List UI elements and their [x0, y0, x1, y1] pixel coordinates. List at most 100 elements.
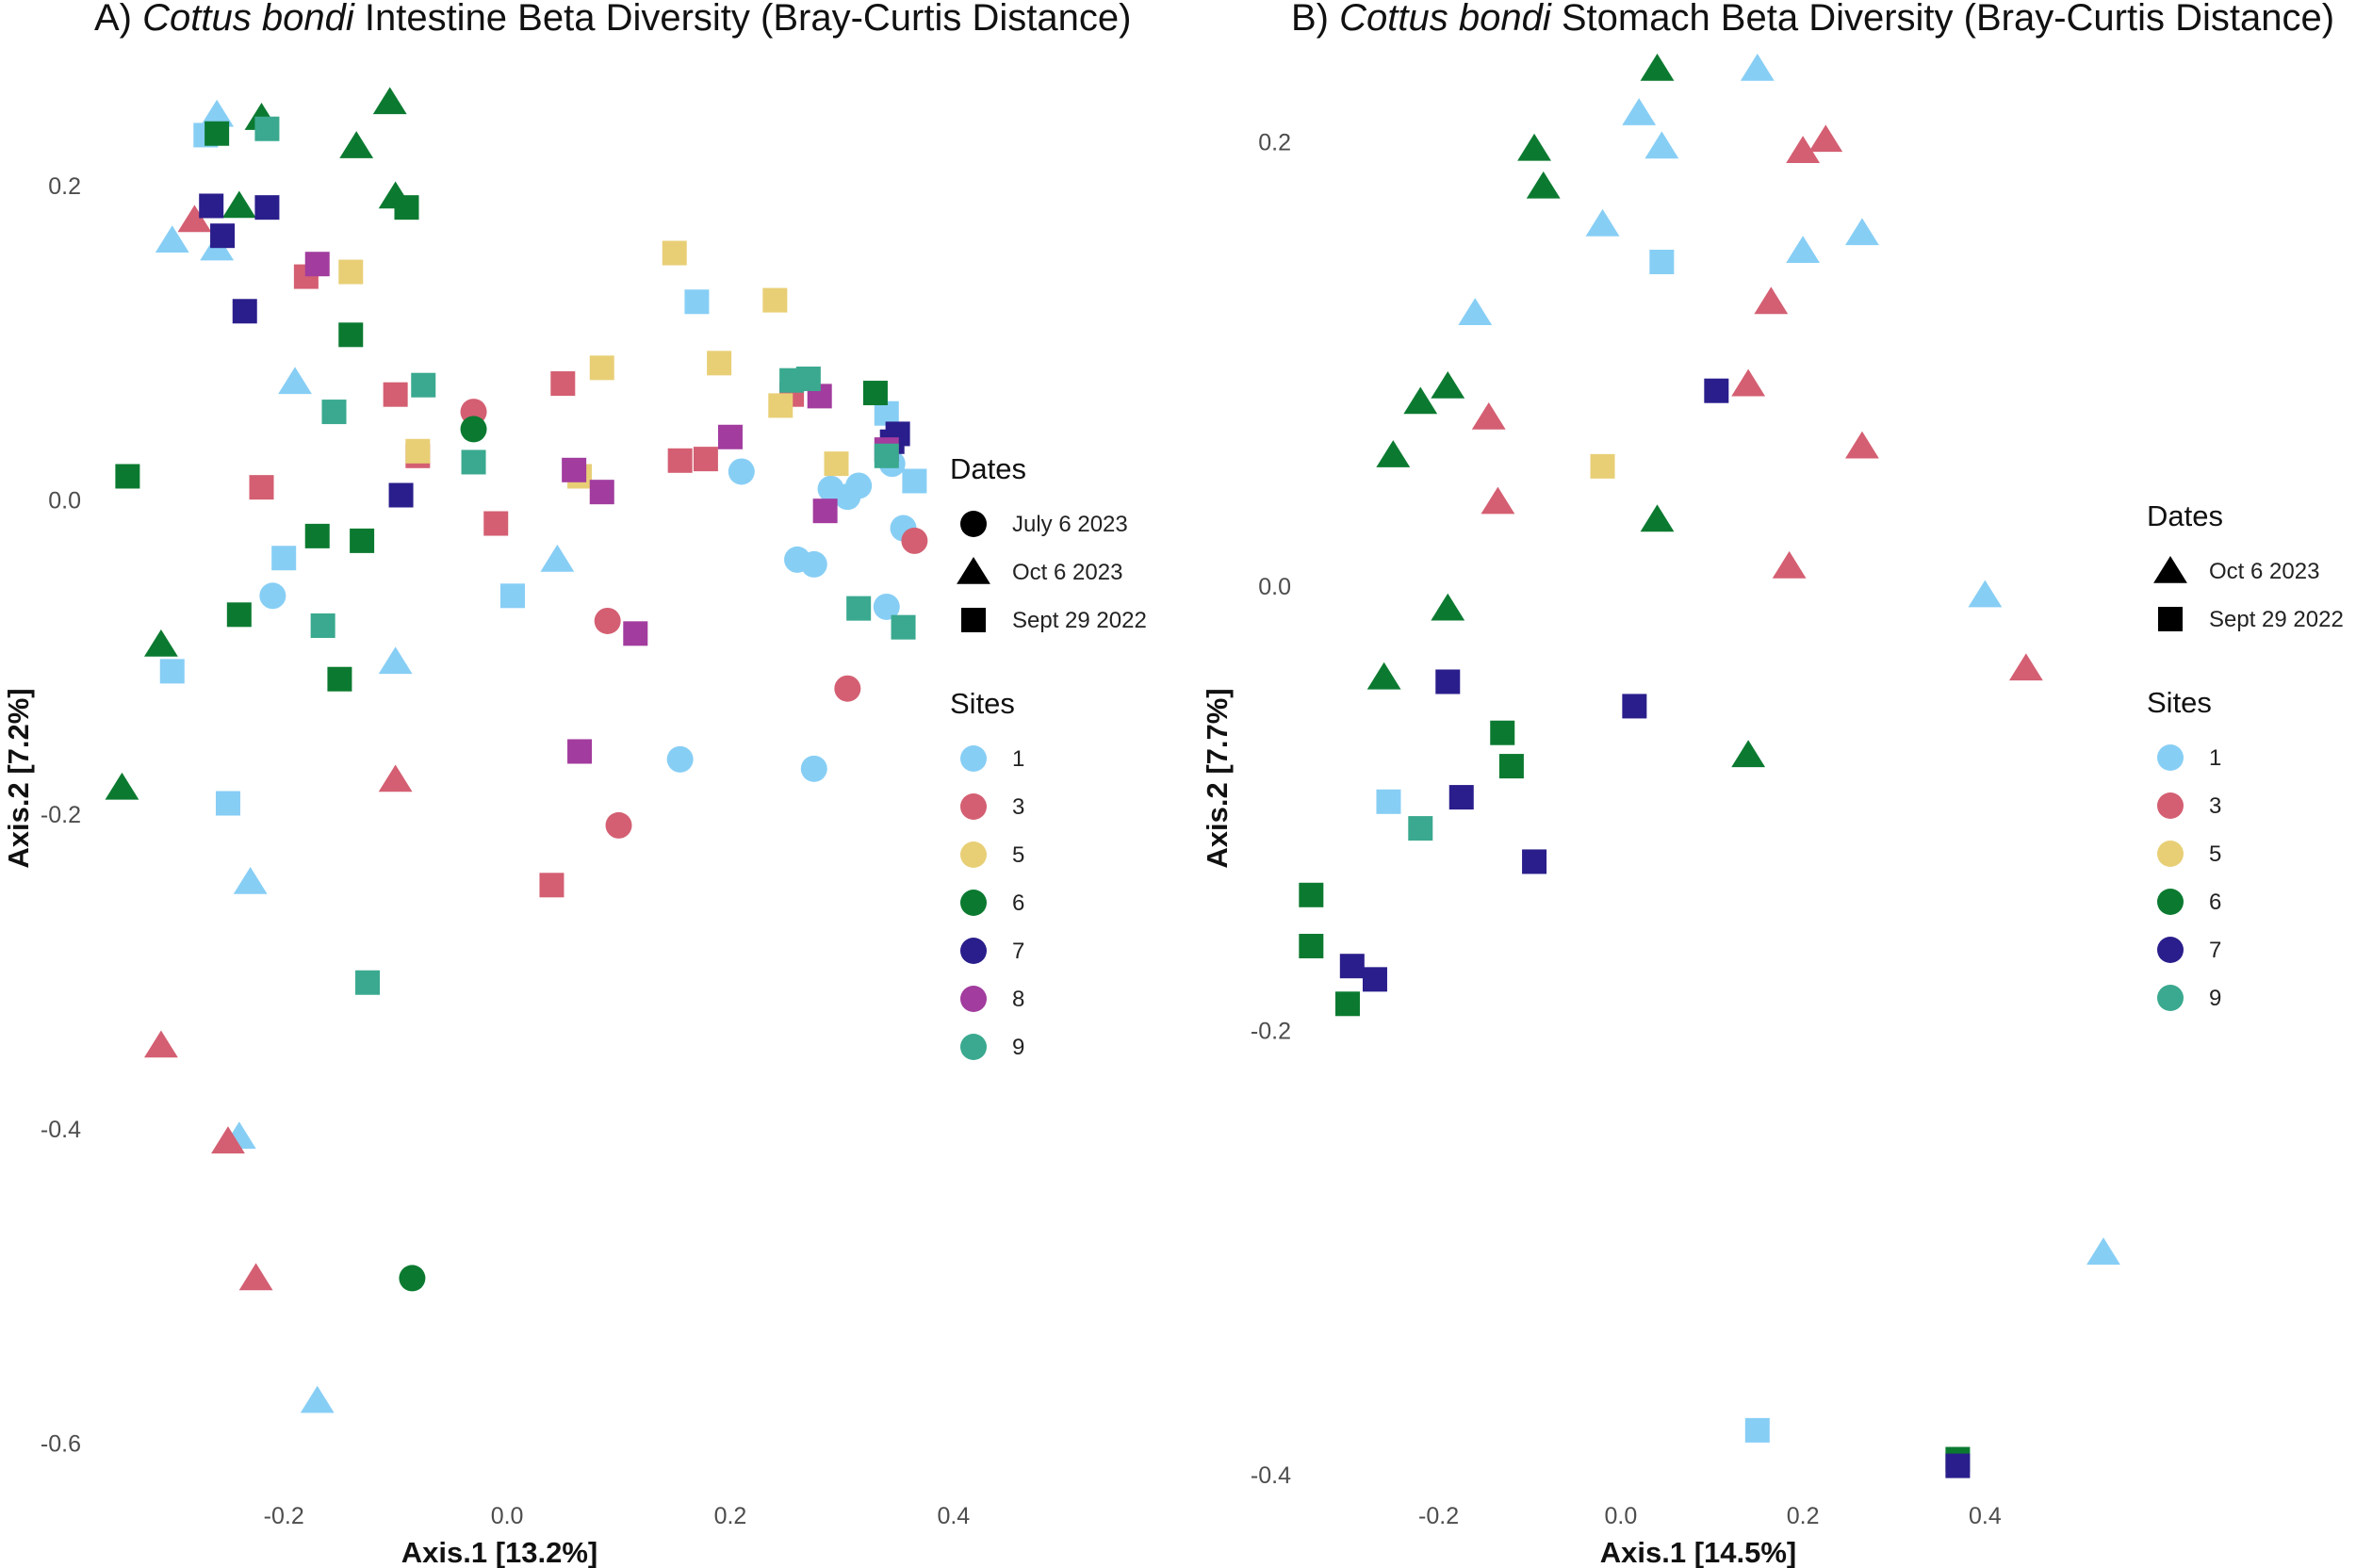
data-point-site-7: [1522, 849, 1547, 874]
data-point-site-6: [862, 381, 888, 406]
data-point-site-3: [483, 511, 509, 536]
data-point-site-6: [1731, 740, 1766, 768]
y-tick-label: 0.2: [48, 173, 81, 200]
data-point-site-3: [2008, 653, 2043, 681]
data-point-site-1: [1744, 1417, 1770, 1443]
data-point-site-6: [1640, 504, 1675, 532]
legend-site-label: 6: [2209, 890, 2221, 915]
data-point-site-6: [1299, 882, 1324, 907]
data-point-site-1: [1845, 218, 1879, 246]
legend-date-label: Oct 6 2023: [2209, 559, 2319, 584]
data-point-site-1: [800, 550, 827, 578]
data-point-site-3: [1481, 486, 1515, 514]
data-point-site-3: [693, 447, 718, 472]
data-point-site-1: [2086, 1237, 2120, 1266]
data-point-site-1: [233, 866, 268, 894]
data-point-site-1: [1622, 98, 1657, 125]
data-point-site-6: [205, 121, 230, 146]
data-point-site-9: [1408, 816, 1433, 841]
y-tick-label: 0.2: [1258, 130, 1291, 156]
data-point-site-6: [339, 131, 374, 158]
y-tick-label: -0.2: [1251, 1019, 1291, 1045]
data-point-site-6: [1366, 662, 1401, 690]
data-point-site-8: [562, 457, 587, 482]
y-tick-label: -0.4: [1251, 1462, 1291, 1489]
legend-site-label: 9: [1012, 1035, 1024, 1060]
data-point-site-3: [378, 764, 413, 792]
legend-site-key-6: [2157, 889, 2184, 915]
legend-date-label: July 6 2023: [1012, 512, 1128, 537]
data-point-site-8: [717, 424, 743, 449]
data-point-site-3: [539, 873, 564, 898]
x-tick-label: 0.2: [714, 1503, 747, 1529]
data-point-site-9: [891, 614, 916, 640]
data-point-site-9: [254, 116, 280, 141]
data-point-site-3: [834, 675, 861, 702]
panel-a-points: [105, 87, 928, 1413]
data-point-site-3: [550, 371, 576, 397]
legend-site-key-9: [960, 1034, 987, 1060]
panel-b-y-axis-label: Axis.2 [7.7%]: [1201, 688, 1234, 868]
legend-sites-title: Sites: [950, 687, 1015, 720]
data-point-site-7: [199, 193, 224, 219]
data-point-site-6: [460, 416, 487, 443]
data-point-site-7: [254, 195, 280, 220]
legend-site-key-6: [960, 890, 987, 916]
panel-a-y-ticks: -0.6 -0.4 -0.2 0.0 0.2: [41, 173, 81, 1458]
panel-a-x-ticks: -0.2 0.0 0.2 0.4: [264, 1503, 971, 1529]
data-point-site-8: [589, 480, 614, 505]
data-point-site-5: [762, 287, 788, 313]
legend-site-key-1: [960, 745, 987, 772]
panel-a-title: A) Cottus bondi Intestine Beta Diversity…: [94, 0, 1131, 39]
data-point-site-6: [115, 464, 140, 489]
data-point-site-9: [310, 612, 335, 638]
data-point-site-5: [824, 451, 849, 477]
panel-b-points: [1299, 53, 2120, 1478]
data-point-site-5: [338, 259, 364, 285]
legend-site-label: 7: [2209, 938, 2221, 963]
data-point-site-6: [1334, 991, 1360, 1017]
data-point-site-9: [795, 367, 821, 392]
data-point-site-3: [667, 448, 693, 473]
data-point-site-6: [327, 666, 352, 692]
x-tick-label: 0.4: [937, 1503, 970, 1529]
legend-site-label: 5: [2209, 841, 2221, 867]
legend-site-label: 6: [1012, 890, 1024, 916]
data-point-site-3: [1772, 550, 1807, 579]
panel-b-x-ticks: -0.2 0.0 0.2 0.4: [1418, 1503, 2002, 1529]
data-point-site-3: [1471, 402, 1506, 430]
legend-site-label: 9: [2209, 986, 2221, 1011]
data-point-site-1: [300, 1385, 335, 1413]
data-point-site-1: [874, 400, 899, 426]
data-point-site-5: [768, 393, 794, 418]
panel-a-x-axis-label: Axis.1 [13.2%]: [401, 1536, 598, 1568]
y-tick-label: 0.0: [48, 488, 81, 514]
data-point-site-9: [355, 970, 381, 995]
legend-date-key-square: [2158, 607, 2183, 631]
y-tick-label: 0.0: [1258, 574, 1291, 600]
legend-site-key-9: [2157, 985, 2184, 1011]
panel-b-title: B) Cottus bondi Stomach Beta Diversity (…: [1291, 0, 2334, 39]
data-point-site-6: [1376, 440, 1411, 467]
legend-site-key-1: [2157, 744, 2184, 771]
legend-site-label: 1: [2209, 745, 2221, 771]
legend-date-key-square: [961, 608, 986, 632]
data-point-site-1: [845, 472, 873, 499]
data-point-site-1: [902, 468, 927, 494]
data-point-site-3: [1845, 431, 1879, 459]
data-point-site-7: [210, 223, 236, 249]
data-point-site-1: [728, 458, 755, 485]
legend-site-key-5: [2157, 841, 2184, 867]
data-point-site-1: [200, 99, 235, 127]
data-point-site-1: [1649, 250, 1675, 274]
data-point-site-5: [405, 438, 431, 464]
data-point-site-1: [800, 755, 827, 782]
x-tick-label: 0.4: [1969, 1503, 2002, 1529]
data-point-site-6: [399, 1265, 426, 1292]
legend-site-key-7: [2157, 937, 2184, 963]
data-point-site-3: [249, 475, 274, 500]
data-point-site-7: [1435, 669, 1461, 694]
data-point-site-8: [304, 252, 330, 277]
panel-b-y-ticks: -0.4 -0.2 0.0 0.2: [1251, 130, 1291, 1489]
data-point-site-1: [378, 646, 413, 675]
